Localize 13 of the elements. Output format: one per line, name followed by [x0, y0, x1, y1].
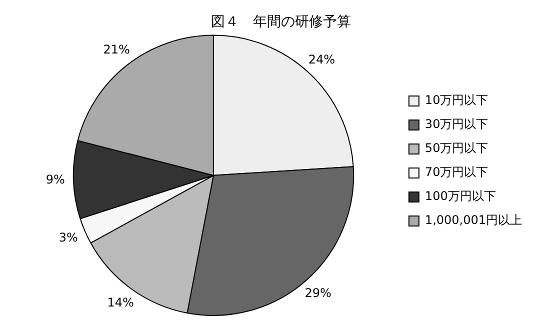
data-label: 29% [304, 286, 332, 300]
data-label: 21% [103, 42, 130, 57]
chart-title: 図４ 年間の研修予算 [211, 14, 351, 30]
data-label: 14% [107, 295, 134, 310]
data-label: 24% [308, 52, 336, 66]
data-label: 3% [58, 230, 78, 244]
legend-label: 100万円以下 [424, 189, 496, 204]
data-label: 9% [46, 172, 65, 186]
legend-label: 1,000,001円以上 [424, 213, 522, 228]
legend-label: 70万円以下 [424, 165, 488, 180]
legend-label: 10万円以下 [424, 93, 488, 108]
legend-label: 50万円以下 [424, 141, 488, 156]
legend-label: 30万円以下 [424, 117, 488, 132]
